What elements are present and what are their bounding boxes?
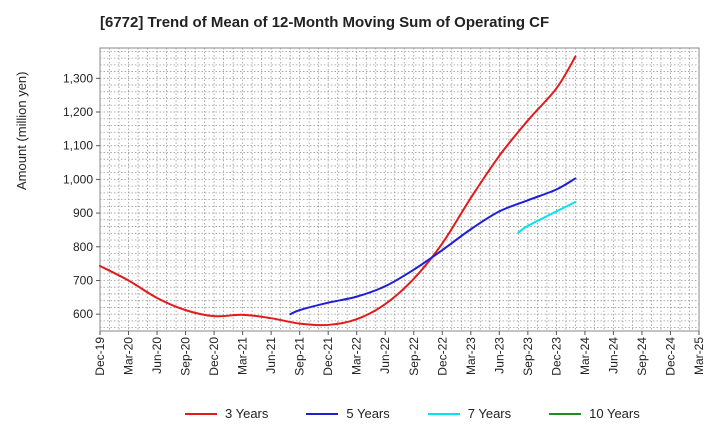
y-tick-label: 800 (73, 240, 93, 254)
x-tick-label: Mar-23 (464, 337, 478, 375)
y-tick-label: 1,200 (63, 105, 93, 119)
x-tick-label: Jun-21 (264, 337, 278, 374)
y-tick-label: 1,100 (63, 139, 93, 153)
legend-item-7-years: 7 Years (427, 406, 512, 421)
x-tick-label: Jun-22 (378, 337, 392, 374)
y-tick-label: 1,300 (63, 71, 93, 85)
grid-lines (100, 48, 699, 331)
x-tick-label: Jun-23 (492, 337, 506, 374)
x-tick-label: Dec-22 (435, 337, 449, 376)
x-tick-label: Mar-21 (236, 337, 250, 375)
legend-swatch (306, 412, 339, 415)
legend: 3 Years 5 Years 7 Years 10 Years (185, 406, 678, 421)
x-tick-label: Sep-23 (521, 337, 535, 376)
series-line-5-years (289, 177, 577, 316)
y-tick-label: 1,000 (63, 172, 93, 186)
x-tick-label: Jun-24 (606, 337, 620, 374)
x-tick-label: Dec-20 (207, 337, 221, 376)
legend-item-10-years: 10 Years (549, 406, 640, 421)
x-tick-label: Dec-19 (93, 337, 107, 376)
legend-item-3-years: 3 Years (185, 406, 268, 421)
plot-area (99, 47, 700, 332)
legend-swatch (427, 412, 460, 415)
legend-label: 7 Years (467, 406, 512, 421)
x-tick-label: Dec-23 (549, 337, 563, 376)
x-tick-label: Mar-22 (350, 337, 364, 375)
series-lines (99, 55, 577, 327)
x-tick-label: Dec-24 (663, 337, 677, 376)
y-tick-label: 700 (73, 273, 93, 287)
legend-swatch (549, 412, 582, 415)
x-tick-label: Mar-20 (122, 337, 136, 375)
y-axis-ticks: 600 700 800 900 1,000 1,100 1,200 1,300 (63, 71, 100, 321)
x-axis-ticks: Dec-19 Mar-20 Jun-20 Sep-20 Dec-20 Mar-21 Jun-… (93, 331, 706, 376)
series-line-7-years (517, 200, 577, 234)
x-tick-label: Dec-21 (321, 337, 335, 376)
x-tick-label: Sep-21 (293, 337, 307, 376)
legend-label: 5 Years (346, 406, 390, 421)
legend-label: 10 Years (589, 406, 640, 421)
chart-title: [6772] Trend of Mean of 12-Month Moving … (100, 14, 550, 31)
x-tick-label: Sep-24 (635, 337, 649, 376)
y-tick-label: 600 (73, 307, 93, 321)
legend-label: 3 Years (225, 406, 269, 421)
x-tick-label: Sep-22 (407, 337, 421, 376)
x-tick-label: Mar-24 (578, 337, 592, 375)
series-line-3-years (99, 55, 577, 327)
x-tick-label: Jun-20 (150, 337, 164, 374)
x-tick-label: Mar-25 (692, 337, 706, 375)
legend-item-5-years: 5 Years (306, 406, 390, 421)
legend-swatch (185, 412, 217, 415)
y-tick-label: 900 (73, 206, 93, 220)
x-tick-label: Sep-20 (179, 337, 193, 376)
